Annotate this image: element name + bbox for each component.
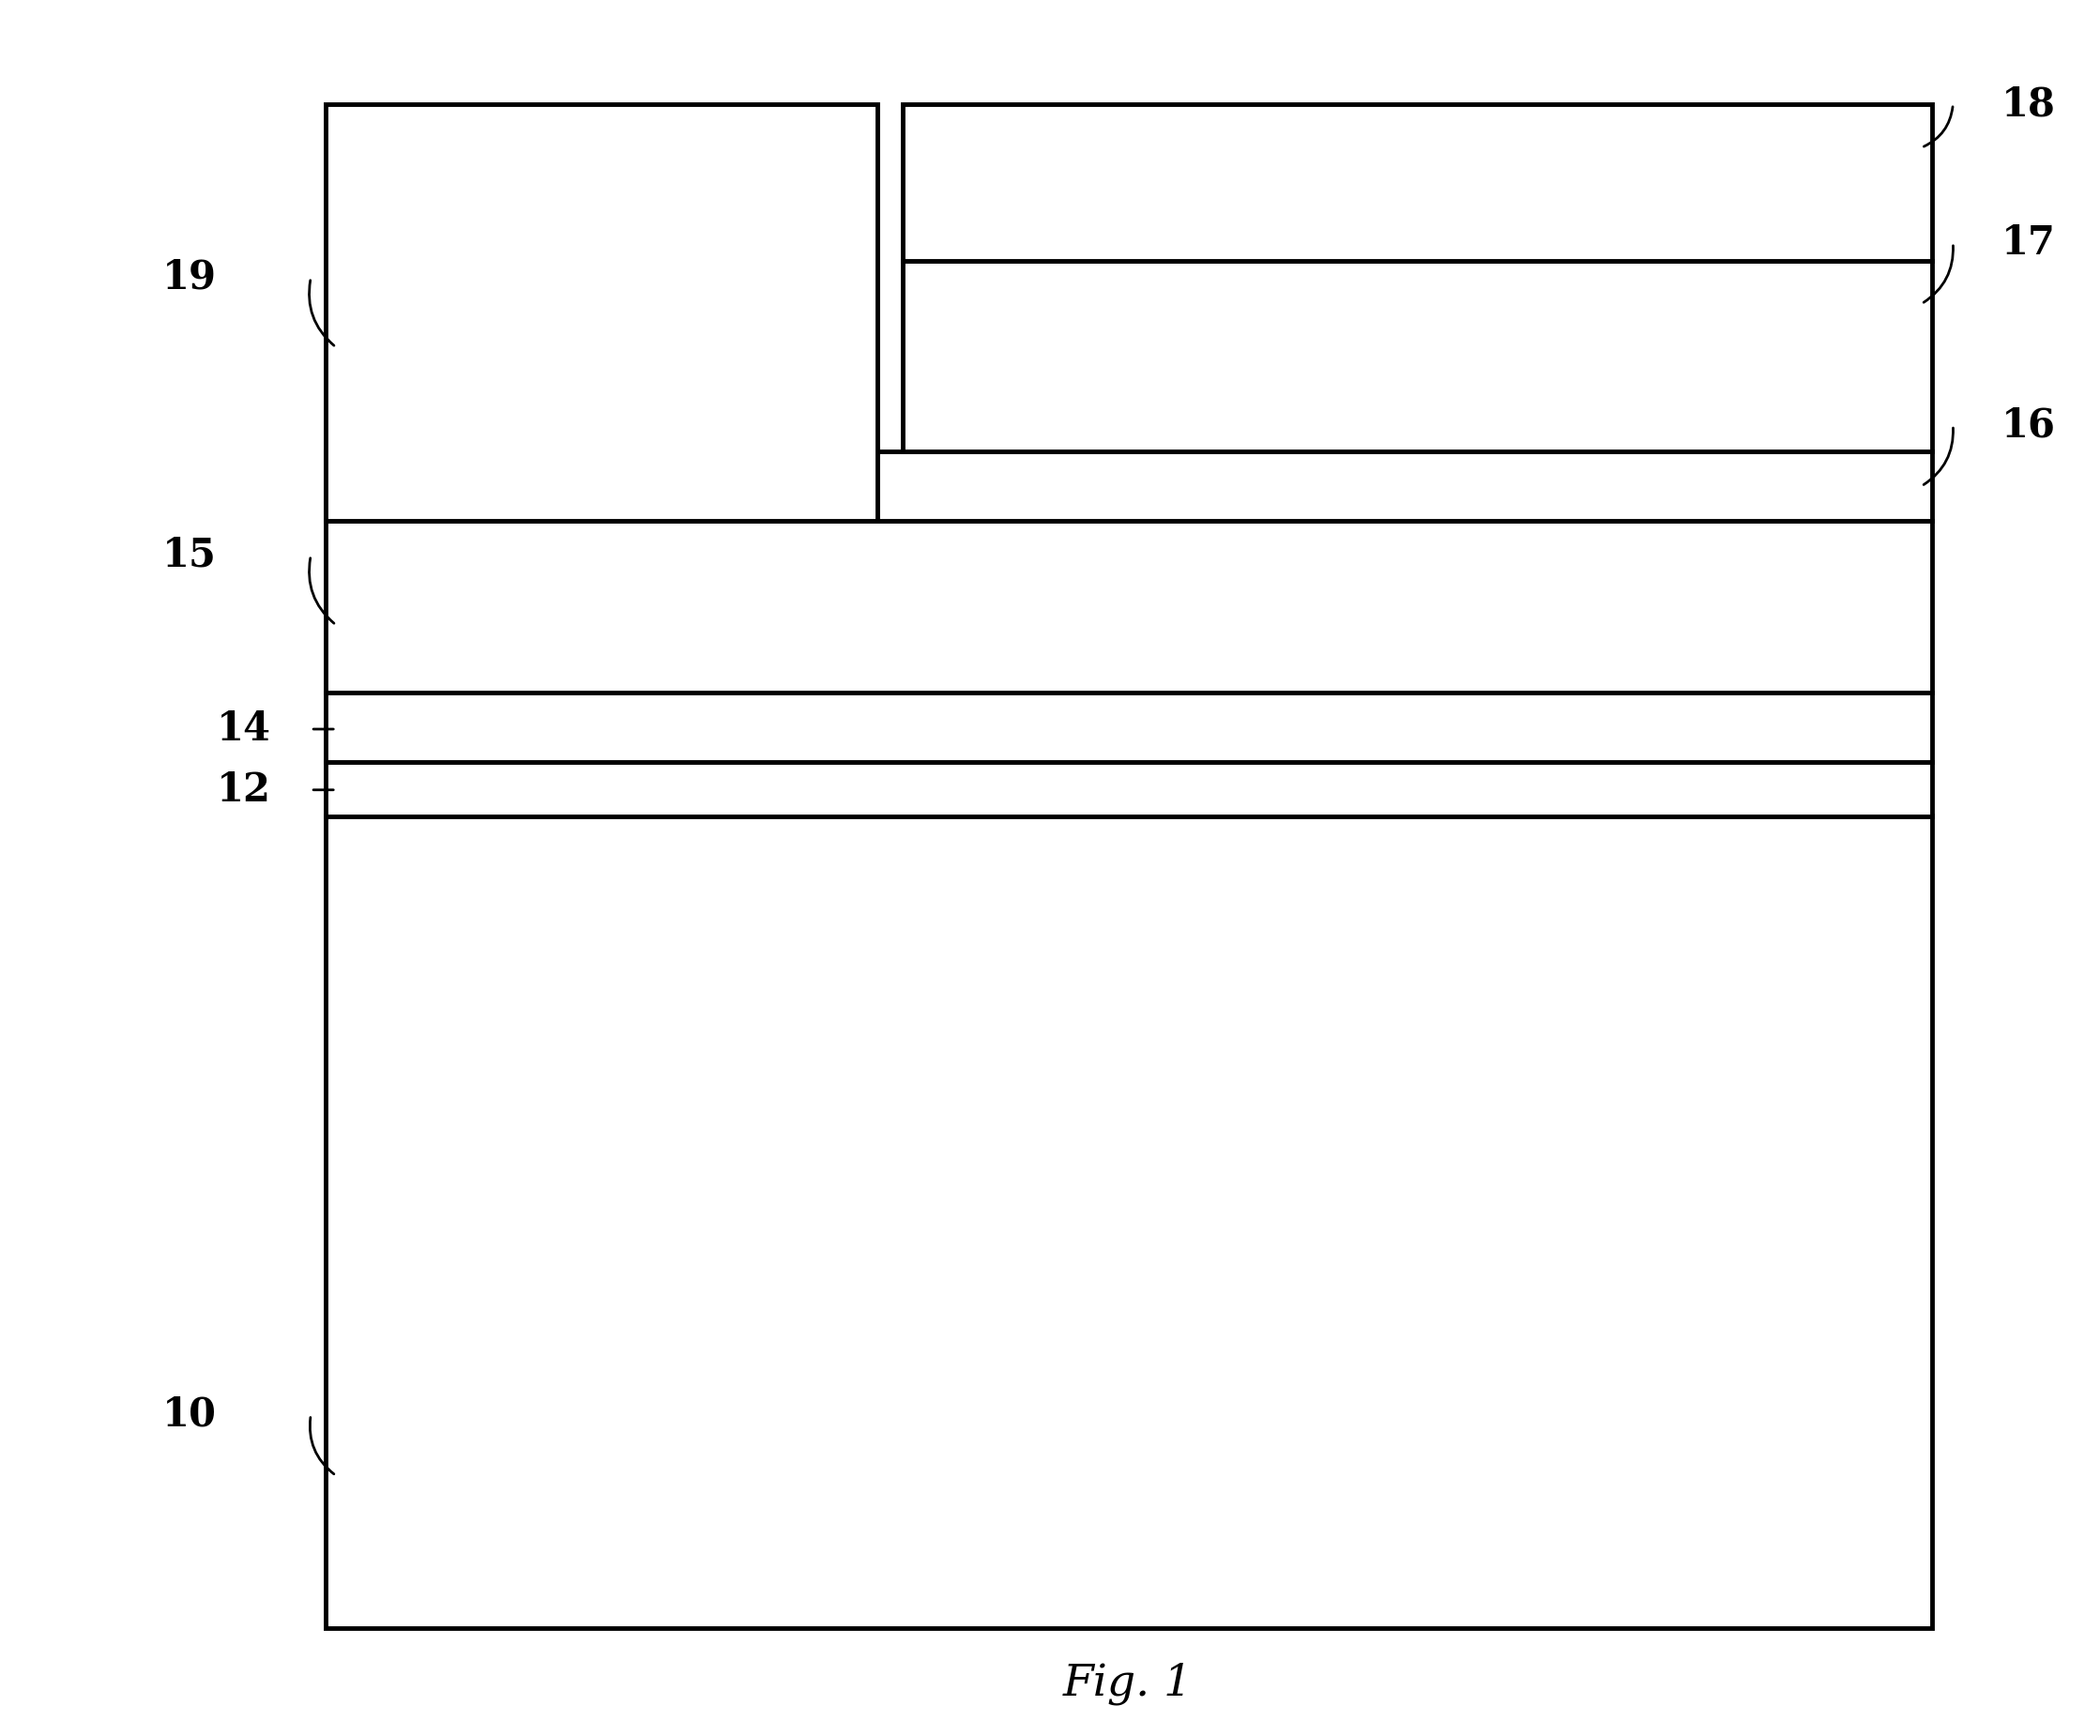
Bar: [326, 693, 1932, 762]
Text: 12: 12: [216, 771, 271, 809]
Bar: [326, 816, 1932, 1628]
Bar: [326, 104, 878, 521]
Text: 10: 10: [162, 1396, 216, 1434]
Bar: [903, 260, 1932, 451]
Text: 18: 18: [2001, 85, 2056, 123]
Bar: [903, 104, 1932, 260]
Bar: [326, 521, 1932, 693]
Bar: [326, 762, 1932, 816]
Text: Fig. 1: Fig. 1: [1063, 1663, 1193, 1705]
Text: 17: 17: [2001, 224, 2056, 262]
Text: 16: 16: [2001, 406, 2056, 444]
Bar: [326, 451, 1932, 521]
Text: 15: 15: [162, 536, 216, 575]
Text: 14: 14: [216, 710, 271, 748]
Text: 19: 19: [162, 259, 216, 297]
